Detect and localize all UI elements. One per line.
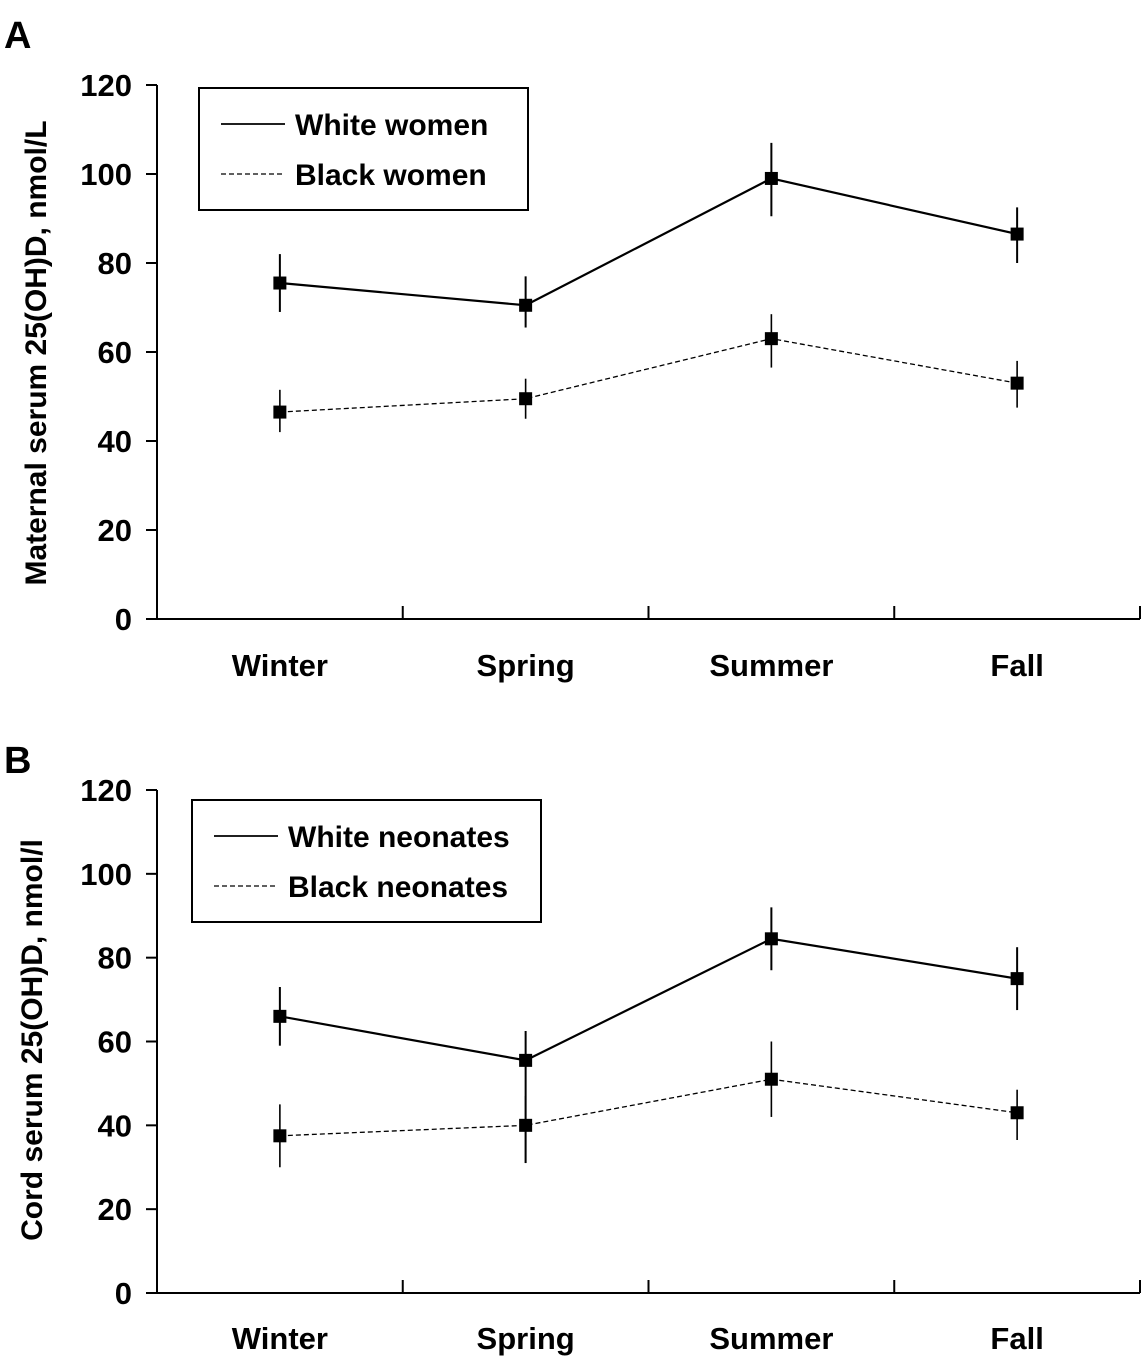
y-axis-label-a: Maternal serum 25(OH)D, nmol/L [20,120,53,585]
x-category-label: Winter [232,648,328,683]
x-category-label: Summer [709,1321,833,1356]
x-category-label: Spring [477,1321,575,1356]
data-point-marker [519,1118,533,1132]
y-tick-label: 120 [80,773,132,808]
legend-box [191,799,542,923]
y-tick-label: 100 [80,157,132,192]
x-category-label: Summer [709,648,833,683]
y-tick-label: 40 [98,1108,132,1143]
series-line [279,337,1018,413]
data-point-marker [1010,972,1024,986]
legend-b: White neonates Black neonates [191,799,542,923]
data-point-marker [764,1072,778,1086]
data-point-marker [519,298,533,312]
x-category-label: Fall [990,1321,1043,1356]
y-tick-label: 20 [98,513,132,548]
legend-entry-label: Black women [295,159,487,192]
legend-entry-label: White women [295,109,488,142]
data-point-marker [273,1129,287,1143]
series-a-1 [273,142,1024,328]
data-point-marker [273,1009,287,1023]
legend-entry-label: Black neonates [288,871,508,904]
y-tick-label: 0 [115,602,132,637]
x-category-label: Fall [990,648,1043,683]
legend-entry-label: White neonates [288,821,510,854]
series-group-a [273,142,1024,433]
y-tick-label: 100 [80,857,132,892]
axes-a: 0 20 40 60 80 100 120 Winter Spring Summer Fall [80,68,1141,683]
data-point-marker [519,1053,533,1067]
x-category-label: Winter [232,1321,328,1356]
panel-b: B Cord serum 25(OH)D, nmol/l 0 20 40 60 80 10… [4,740,1141,1356]
y-tick-label: 80 [98,246,132,281]
y-tick-label: 80 [98,941,132,976]
panel-label-a: A [4,15,31,57]
series-group-b [273,907,1024,1168]
data-point-marker [764,171,778,185]
y-tick-label: 0 [115,1276,132,1311]
data-point-marker [764,332,778,346]
y-tick-label: 60 [98,1025,132,1060]
y-tick-label: 60 [98,335,132,370]
y-axis-label-b: Cord serum 25(OH)D, nmol/l [16,839,49,1241]
data-point-marker [1010,227,1024,241]
series-line [279,937,1018,1062]
y-tick-label: 20 [98,1192,132,1227]
x-category-label: Spring [477,648,575,683]
data-point-marker [273,405,287,419]
panel-a: A Maternal serum 25(OH)D, nmol/L 0 20 40 60… [4,15,1141,683]
data-point-marker [1010,1106,1024,1120]
y-tick-label: 120 [80,68,132,103]
series-line [279,177,1018,307]
data-point-marker [764,932,778,946]
series-a-2 [273,314,1024,433]
data-point-marker [273,276,287,290]
series-b-2 [273,1041,1024,1168]
axes-b: 0 20 40 60 80 100 120 Winter Spring Summer Fall [80,773,1141,1356]
data-point-marker [519,392,533,406]
y-tick-label: 40 [98,424,132,459]
panel-label-b: B [4,740,31,782]
legend-box [198,87,529,211]
series-line [279,1078,1018,1137]
legend-a: White women Black women [198,87,529,211]
data-point-marker [1010,376,1024,390]
